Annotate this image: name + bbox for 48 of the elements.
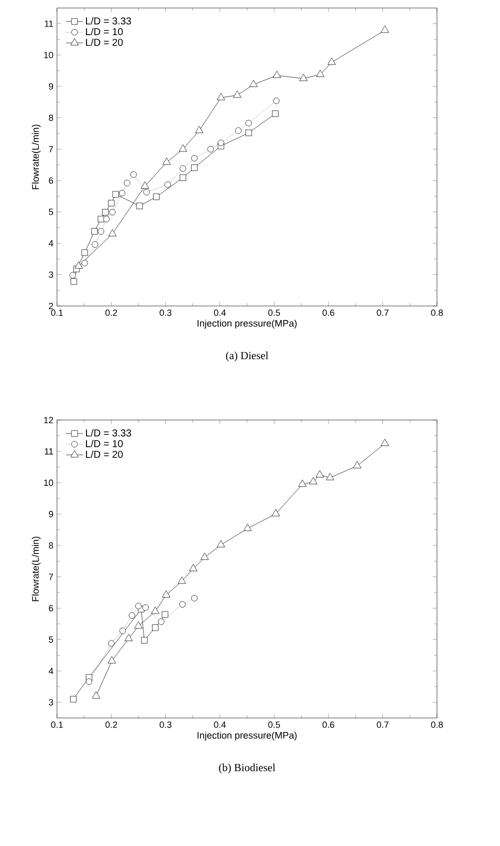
y-tick-label: 7 xyxy=(48,574,54,580)
legend-label: L/D = 3.33 xyxy=(86,17,132,24)
y-tick-label: 12 xyxy=(44,416,54,424)
legend-label: L/D = 10 xyxy=(86,440,123,448)
x-tick-label: 0.8 xyxy=(431,310,443,316)
legend-label: L/D = 10 xyxy=(86,28,123,36)
x-tick-label: 0.1 xyxy=(51,310,63,316)
legend-label: L/D = 3.33 xyxy=(86,429,132,436)
x-tick-label: 0.3 xyxy=(160,722,172,728)
y-axis-title: Flowrate(L/min) xyxy=(32,124,41,190)
x-tick-label: 0.3 xyxy=(160,310,172,316)
y-tick-label: 10 xyxy=(44,480,54,486)
text: (b) Biodiesel xyxy=(219,764,276,774)
y-tick-label: 11 xyxy=(44,448,54,454)
y-tick-label: 6 xyxy=(48,177,54,184)
x-tick-label: 0.4 xyxy=(214,722,226,728)
x-tick-label: 0.1 xyxy=(51,722,63,728)
x-tick-label: 0.8 xyxy=(431,722,443,728)
y-tick-label: 9 xyxy=(48,83,54,90)
x-axis-title: Injection pressure(MPa) xyxy=(198,320,297,329)
x-axis-title: Injection pressure(MPa) xyxy=(198,732,297,741)
y-tick-label: 10 xyxy=(44,52,54,58)
y-tick-label: 9 xyxy=(48,510,54,518)
x-tick-label: 0.2 xyxy=(105,310,118,316)
legend-label: L/D = 20 xyxy=(86,38,123,46)
legend-label: L/D = 20 xyxy=(86,450,123,458)
y-tick-label: 7 xyxy=(48,146,54,152)
y-tick-label: 4 xyxy=(48,668,54,674)
x-tick-label: 0.4 xyxy=(214,310,226,316)
y-tick-label: 11 xyxy=(44,20,54,27)
y-tick-label: 2 xyxy=(48,302,54,310)
y-tick-label: 3 xyxy=(48,699,54,706)
x-tick-label: 0.6 xyxy=(322,310,334,316)
x-tick-label: 0.5 xyxy=(268,310,280,316)
y-tick-label: 6 xyxy=(48,605,54,612)
y-tick-label: 8 xyxy=(48,542,54,549)
x-tick-label: 0.7 xyxy=(376,310,388,316)
text: (a) Diesel xyxy=(226,352,268,362)
y-tick-label: 5 xyxy=(48,208,54,216)
x-tick-label: 0.2 xyxy=(105,722,118,728)
x-tick-label: 0.7 xyxy=(376,722,388,728)
x-tick-label: 0.6 xyxy=(322,722,334,728)
x-tick-label: 0.5 xyxy=(268,722,280,728)
y-tick-label: 5 xyxy=(48,636,54,643)
y-tick-label: 3 xyxy=(48,271,54,278)
y-tick-label: 4 xyxy=(48,240,54,246)
y-tick-label: 8 xyxy=(48,114,54,121)
y-axis-title: Flowrate(L/min) xyxy=(32,536,41,602)
